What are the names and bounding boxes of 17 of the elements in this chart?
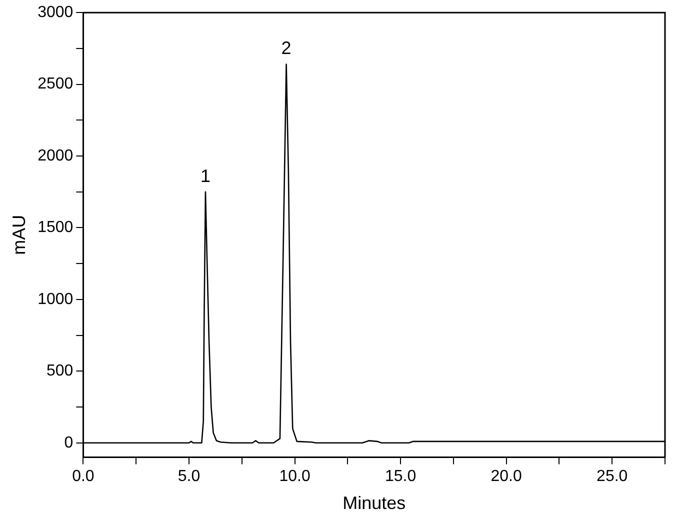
y-axis-title: mAU: [8, 214, 29, 255]
y-tick-label: 1500: [38, 219, 74, 236]
y-tick-label: 2000: [38, 147, 74, 164]
x-tick-label: 25.0: [596, 468, 628, 486]
y-tick-label: 1000: [38, 290, 74, 308]
x-tick-label: 15.0: [384, 468, 416, 486]
y-tick-label: 3000: [38, 4, 74, 22]
annotation: 2: [281, 38, 292, 58]
x-tick-label: 10.0: [279, 468, 310, 486]
x-axis-title: Minutes: [342, 493, 406, 514]
annotation: 1: [200, 166, 210, 186]
x-tick-label: 20.0: [490, 468, 522, 486]
x-tick-label: 5.0: [178, 468, 200, 486]
y-tick-label: 2500: [38, 76, 74, 93]
y-tick-label: 500: [46, 362, 74, 380]
x-tick-label: 0.0: [72, 468, 94, 486]
y-tick-label: 0: [64, 434, 74, 452]
